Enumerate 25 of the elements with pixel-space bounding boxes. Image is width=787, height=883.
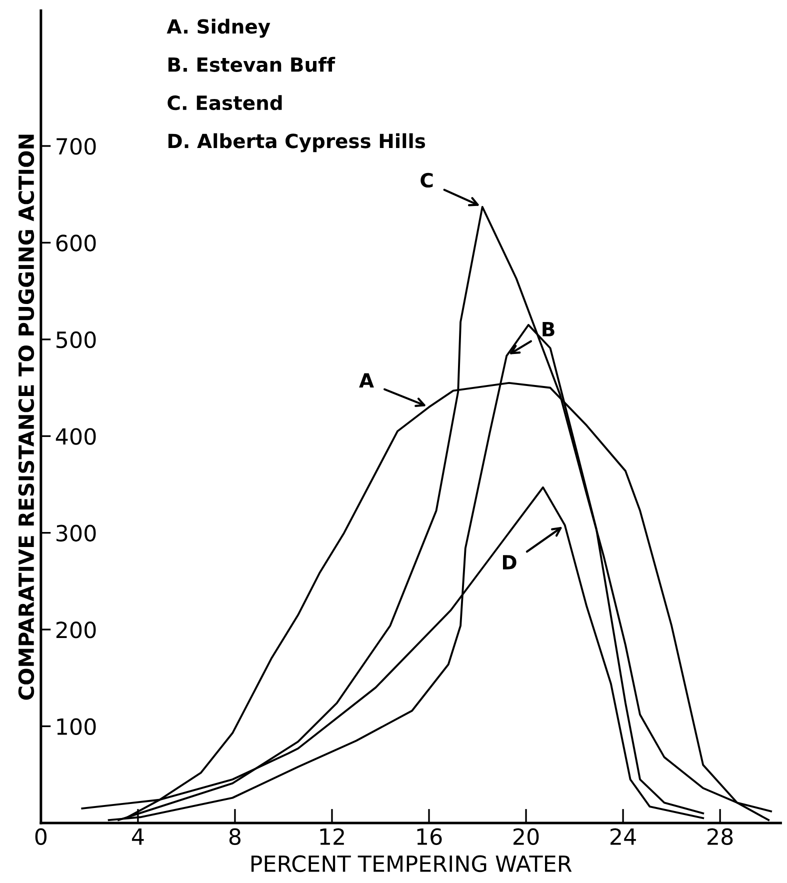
annotation: D. Alberta Cypress Hills (168, 133, 426, 152)
y-tick-label: 500 (56, 331, 96, 348)
text: C (420, 172, 433, 188)
annotation: A. Sidney (166, 18, 270, 38)
y-axis-title: COMPARATIVE RESISTANCE TO PUGGING ACTION (18, 134, 34, 700)
x-tick-label: 4 (132, 828, 144, 845)
x-tick-label: 0 (35, 828, 47, 846)
x-tick-label: 24 (610, 828, 636, 845)
y-tick-label: 100 (57, 718, 96, 736)
x-tick-label: 28 (708, 828, 733, 846)
y-tick-label: 600 (56, 234, 96, 252)
x-tick-label: 20 (514, 828, 539, 846)
x-axis-title: PERCENT TEMPERING WATER (251, 855, 572, 872)
y-tick-label: 700 (56, 138, 96, 155)
y-tick-label: 200 (56, 621, 96, 638)
x-tick-label: 12 (320, 828, 344, 845)
series-label: D (502, 555, 516, 570)
text: A (359, 373, 374, 388)
y-tick-label: 300 (56, 524, 96, 542)
x-tick-label: 8 (229, 828, 241, 846)
series-label: B (542, 322, 554, 336)
annotation: C. Eastend (168, 95, 282, 110)
annotation: B. Estevan Buff (168, 56, 336, 72)
x-tick-label: 16 (417, 828, 442, 846)
y-tick-label: 400 (56, 428, 96, 445)
